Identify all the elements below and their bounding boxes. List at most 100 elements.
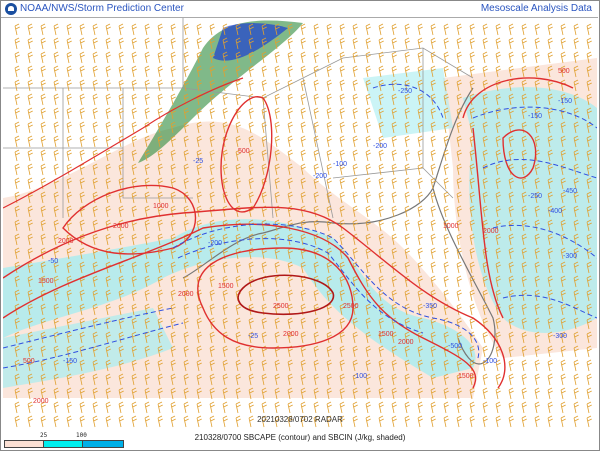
wind-barb xyxy=(209,345,215,358)
wind-barb xyxy=(534,219,540,232)
wind-barb xyxy=(209,177,215,190)
wind-barb xyxy=(261,331,267,344)
wind-barb xyxy=(105,359,111,372)
wind-barb xyxy=(547,23,553,36)
wind-barb xyxy=(586,37,592,50)
wind-barb xyxy=(40,359,46,372)
wind-barb xyxy=(521,247,527,260)
radar-timestamp: 20210328/0702 RADAR xyxy=(257,415,343,424)
wind-barb xyxy=(508,275,514,288)
wind-barb xyxy=(365,205,371,218)
wind-barb xyxy=(456,387,462,400)
wind-barb xyxy=(404,107,410,120)
wind-barb xyxy=(573,23,579,36)
wind-barb xyxy=(482,121,488,134)
wind-barb xyxy=(27,65,33,78)
wind-barb xyxy=(495,107,501,120)
wind-barb xyxy=(131,317,137,330)
wind-barb xyxy=(287,373,293,386)
wind-barb xyxy=(66,317,72,330)
wind-barb xyxy=(469,401,475,414)
wind-barb xyxy=(508,415,514,428)
wind-barb xyxy=(482,331,488,344)
wind-barb xyxy=(430,275,436,288)
wind-barb xyxy=(157,177,163,190)
wind-barb xyxy=(547,191,553,204)
wind-barb xyxy=(27,219,33,232)
wind-barb xyxy=(547,331,553,344)
cape-contour xyxy=(3,77,244,209)
wind-barb xyxy=(326,51,332,64)
wind-barb xyxy=(144,205,150,218)
wind-barb xyxy=(261,261,267,274)
wind-barb xyxy=(274,107,280,120)
wind-barb xyxy=(417,289,423,302)
wind-barb xyxy=(508,37,514,50)
wind-barb xyxy=(378,107,384,120)
wind-barb xyxy=(443,359,449,372)
wind-barb xyxy=(560,93,566,106)
cin-contour-label: -150 xyxy=(528,113,542,120)
wind-barb xyxy=(365,23,371,36)
wind-barb xyxy=(300,415,306,428)
wind-barb xyxy=(469,149,475,162)
wind-barb xyxy=(404,219,410,232)
wind-barb xyxy=(66,261,72,274)
wind-barb xyxy=(144,331,150,344)
wind-barb xyxy=(417,261,423,274)
wind-barb xyxy=(417,107,423,120)
wind-barb xyxy=(573,247,579,260)
wind-barb xyxy=(547,359,553,372)
wind-barb xyxy=(79,191,85,204)
wind-barb xyxy=(339,387,345,400)
wind-barb xyxy=(144,135,150,148)
cape-contour xyxy=(3,206,506,389)
wind-barb xyxy=(495,37,501,50)
wind-barb xyxy=(261,37,267,50)
wind-barb xyxy=(53,275,59,288)
wind-barb xyxy=(469,65,475,78)
wind-barb xyxy=(92,387,98,400)
wind-barb xyxy=(573,191,579,204)
wind-barb xyxy=(274,149,280,162)
wind-barb xyxy=(482,65,488,78)
wind-barb xyxy=(196,149,202,162)
wind-barb xyxy=(235,275,241,288)
wind-barb xyxy=(209,191,215,204)
wind-barb xyxy=(170,275,176,288)
wind-barb xyxy=(66,177,72,190)
wind-barb xyxy=(534,233,540,246)
wind-barb xyxy=(456,233,462,246)
wind-barb xyxy=(365,93,371,106)
wind-barb xyxy=(53,401,59,414)
wind-barb xyxy=(300,359,306,372)
wind-barb xyxy=(365,317,371,330)
wind-barb xyxy=(495,415,501,428)
wind-barb xyxy=(144,163,150,176)
wind-barb xyxy=(534,205,540,218)
wind-barb xyxy=(66,79,72,92)
wind-barb xyxy=(378,345,384,358)
wind-barb xyxy=(326,135,332,148)
wind-barb xyxy=(53,373,59,386)
wind-barb xyxy=(105,191,111,204)
wind-barb xyxy=(196,359,202,372)
wind-barb xyxy=(560,51,566,64)
wind-barb xyxy=(196,37,202,50)
wind-barb xyxy=(222,93,228,106)
wind-barb xyxy=(53,121,59,134)
wind-barb xyxy=(118,79,124,92)
wind-barb xyxy=(118,359,124,372)
wind-barb xyxy=(300,401,306,414)
wind-barb xyxy=(92,121,98,134)
wind-barb xyxy=(235,37,241,50)
wind-barb xyxy=(196,177,202,190)
wind-barb xyxy=(573,373,579,386)
wind-barb xyxy=(222,121,228,134)
wind-barb xyxy=(170,93,176,106)
wind-barb xyxy=(235,93,241,106)
wind-barb xyxy=(105,415,111,428)
wind-barb xyxy=(27,177,33,190)
wind-barb xyxy=(521,23,527,36)
wind-barb xyxy=(209,135,215,148)
